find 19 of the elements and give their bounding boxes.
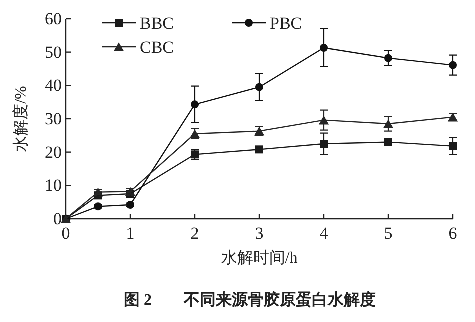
- legend-label: CBC: [140, 38, 174, 57]
- x-axis-title: 水解时间/h: [221, 249, 298, 267]
- legend-label: PBC: [270, 14, 302, 33]
- x-tick-label: 2: [190, 224, 200, 244]
- y-tick-label: 0: [54, 209, 62, 228]
- x-tick-label: 6: [448, 224, 458, 244]
- y-tick-label: 50: [45, 42, 62, 62]
- caption: 图 2 不同来源骨胶原蛋白水解度: [124, 290, 376, 309]
- x-tick-label: 5: [384, 224, 393, 244]
- legend-label: BBC: [140, 14, 174, 33]
- x-tick-label: 3: [255, 224, 264, 244]
- y-tick-label: 20: [45, 142, 62, 162]
- x-tick-label: 1: [126, 224, 135, 244]
- y-tick-label: 60: [45, 9, 62, 28]
- y-tick-label: 40: [45, 76, 62, 96]
- y-tick-label: 30: [45, 109, 62, 128]
- y-axis-title: 水解度/%: [12, 86, 30, 152]
- x-tick-label: 4: [320, 224, 329, 244]
- y-tick-label: 10: [45, 176, 62, 196]
